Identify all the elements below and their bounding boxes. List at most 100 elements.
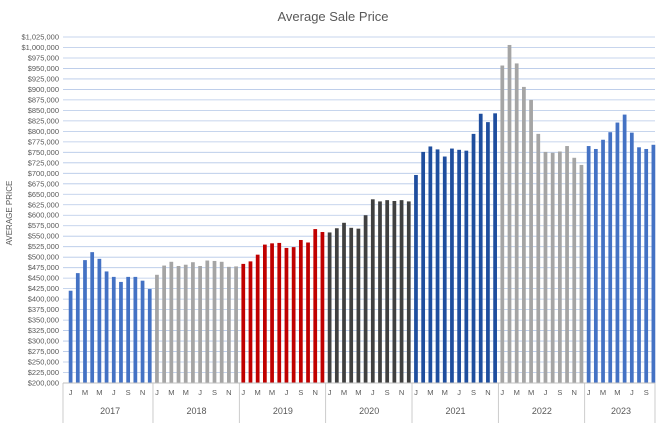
x-tick-label: M [96,388,102,397]
bar [356,228,361,383]
y-tick-label: $950,000 [28,64,59,73]
bar [629,132,634,383]
x-tick-label: S [298,388,303,397]
year-label: 2018 [186,406,206,416]
x-tick-label: M [600,388,606,397]
bar [392,200,397,383]
bar [435,149,440,383]
bar [593,148,598,383]
x-tick-label: J [500,388,504,397]
bar [284,247,289,383]
bar [514,63,519,384]
y-tick-label: $800,000 [28,127,59,136]
x-tick-label: J [371,388,375,397]
x-tick-label: J [630,388,634,397]
bar [176,265,181,383]
bar [198,265,202,383]
x-tick-label: J [414,388,418,397]
y-tick-label: $900,000 [28,85,59,94]
bar [320,232,325,383]
bar [248,261,253,383]
bar [608,132,613,383]
y-axis-label: AVERAGE PRICE [5,181,14,246]
y-tick-label: $850,000 [28,106,59,115]
bar [572,157,577,383]
y-tick-label: $675,000 [28,179,59,188]
bar [615,122,620,383]
x-tick-label: S [212,388,217,397]
bar [378,201,382,383]
bar [241,263,246,383]
x-tick-label: J [155,388,159,397]
y-tick-label: $500,000 [28,253,59,262]
bar [421,151,426,383]
year-label: 2022 [532,406,552,416]
bar [291,247,296,383]
x-tick-label: N [140,388,145,397]
bar [140,280,145,383]
bar [450,148,454,383]
y-tick-label: $325,000 [28,326,59,335]
year-label: 2019 [273,406,293,416]
year-label: 2021 [446,406,466,416]
bar [565,146,569,383]
bar [205,260,210,383]
bar [334,228,339,383]
bar [133,276,138,383]
y-tick-label: $575,000 [28,221,59,230]
bar [75,273,80,383]
year-label: 2017 [100,406,120,416]
x-tick-label: N [313,388,318,397]
bar [147,289,152,383]
bar [557,151,562,383]
bar [313,229,318,383]
bar [111,276,116,383]
bar [601,139,605,383]
bar [306,242,310,383]
y-tick-label: $600,000 [28,211,59,220]
x-tick-label: N [226,388,231,397]
bar [471,133,476,383]
bar [536,133,541,383]
x-tick-label: S [126,388,131,397]
y-tick-label: $300,000 [28,337,59,346]
bar [464,150,469,383]
bar [298,239,303,383]
y-tick-label: $725,000 [28,158,59,167]
bar [277,242,282,383]
x-tick-label: M [82,388,88,397]
bar [478,113,483,384]
bar [104,271,109,383]
y-tick-label: $1,025,000 [21,33,59,42]
bar [414,174,418,383]
y-tick-label: $550,000 [28,232,59,241]
x-tick-label: S [471,388,476,397]
bar [262,244,267,383]
bar [442,156,447,383]
chart-title: Average Sale Price [277,9,388,24]
x-tick-label: J [328,388,332,397]
bar [622,114,627,383]
bar [212,260,217,383]
bar [342,222,346,383]
x-tick-label: M [269,388,275,397]
y-tick-label: $375,000 [28,305,59,314]
x-tick-label: J [241,388,245,397]
bar [90,252,95,383]
x-tick-label: M [514,388,520,397]
x-tick-label: M [255,388,261,397]
y-tick-label: $425,000 [28,284,59,293]
x-tick-label: S [385,388,390,397]
bar [586,146,591,383]
bar [227,266,231,383]
x-tick-label: M [168,388,174,397]
x-tick-label: J [198,388,202,397]
bar [486,122,490,384]
x-tick-label: J [544,388,548,397]
bar [270,243,274,383]
bar [370,199,375,383]
y-tick-label: $875,000 [28,95,59,104]
bar [119,281,123,383]
